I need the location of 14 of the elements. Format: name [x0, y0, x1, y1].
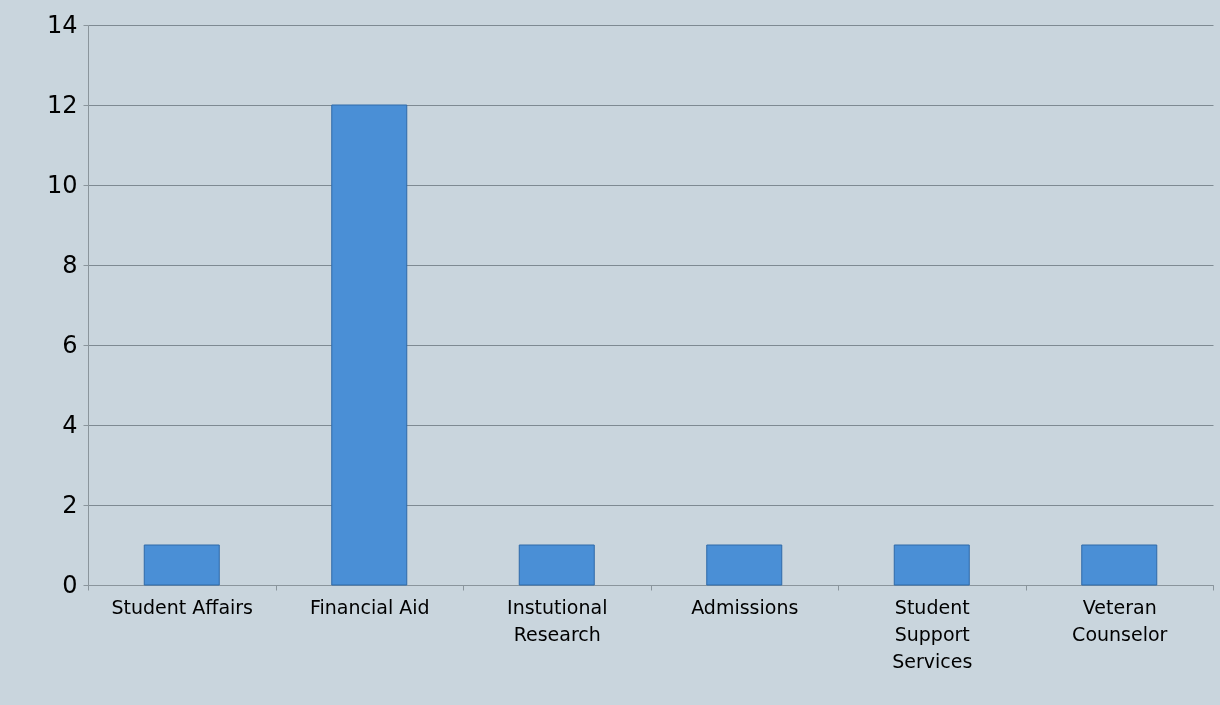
- x-tick-label: Admissions: [691, 595, 799, 618]
- y-tick-label: 0: [62, 570, 78, 599]
- x-tick-label: Veteran Counselor: [1072, 595, 1168, 645]
- y-tick-label: 4: [62, 410, 78, 439]
- y-tick-label: 14: [46, 10, 78, 39]
- x-tick-label: Student Affairs: [111, 595, 254, 618]
- x-tick-label: Instutional Research: [507, 595, 608, 645]
- y-tick-label: 2: [62, 490, 78, 519]
- y-tick-label: 6: [62, 330, 78, 359]
- x-tick-label: Student Support Services: [892, 595, 973, 672]
- y-tick-label: 8: [62, 250, 78, 279]
- y-tick-label: 10: [46, 170, 78, 199]
- x-tick-label: Financial Aid: [309, 595, 430, 618]
- y-tick-label: 12: [46, 90, 78, 119]
